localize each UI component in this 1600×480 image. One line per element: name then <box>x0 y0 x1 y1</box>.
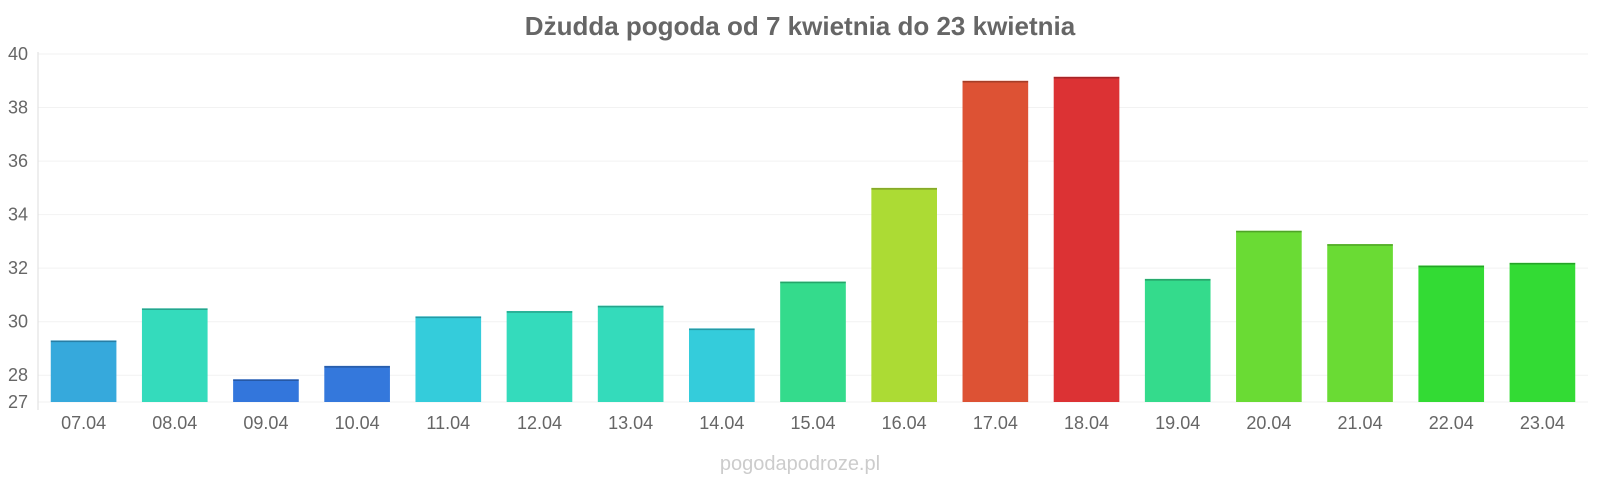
bar-23.04 <box>1509 262 1576 402</box>
y-tick-label: 32 <box>8 258 28 278</box>
x-tick-label: 08.04 <box>152 413 197 433</box>
y-tick-label: 34 <box>8 205 28 225</box>
bar-08.04 <box>141 308 208 402</box>
x-tick-label: 20.04 <box>1246 413 1291 433</box>
x-tick-label: 22.04 <box>1429 413 1474 433</box>
y-tick-label: 28 <box>8 365 28 385</box>
x-tick-label: 23.04 <box>1520 413 1565 433</box>
x-tick-label: 09.04 <box>243 413 288 433</box>
x-tick-label: 18.04 <box>1064 413 1109 433</box>
x-tick-label: 15.04 <box>790 413 835 433</box>
bar-14.04 <box>689 328 755 402</box>
bars <box>50 76 1576 403</box>
bar-16.04 <box>871 187 937 402</box>
y-tick-label: 36 <box>8 151 28 171</box>
x-tick-label: 11.04 <box>426 413 470 433</box>
bar-13.04 <box>597 305 664 402</box>
bar-18.04 <box>1053 76 1120 402</box>
x-tick-label: 07.04 <box>61 413 106 433</box>
y-tick-label: 27 <box>8 392 28 412</box>
bar-17.04 <box>962 80 1029 403</box>
y-tick-label: 40 <box>8 44 28 64</box>
bar-12.04 <box>506 310 573 402</box>
bar-20.04 <box>1236 230 1302 402</box>
bar-21.04 <box>1327 244 1393 402</box>
x-tick-label: 21.04 <box>1338 413 1383 433</box>
x-axis-ticks: 07.04 08.04 09.04 10.04 11.04 12.04 13.04 14.04… <box>61 413 1565 433</box>
bar-10.04 <box>324 365 390 402</box>
bar-19.04 <box>1144 278 1211 402</box>
x-tick-label: 16.04 <box>882 413 927 433</box>
x-tick-label: 14.04 <box>699 413 744 433</box>
bar-15.04 <box>780 281 846 402</box>
x-tick-label: 17.04 <box>973 413 1018 433</box>
bar-11.04 <box>415 316 482 402</box>
bar-09.04 <box>233 379 299 402</box>
x-tick-label: 13.04 <box>608 413 653 433</box>
bar-07.04 <box>50 340 117 402</box>
y-tick-label: 30 <box>8 312 28 332</box>
watermark: pogodapodroze.pl <box>720 453 880 475</box>
y-axis-ticks: 27 28 30 32 34 36 38 40 <box>8 44 28 412</box>
chart-title: Dżudda pogoda od 7 kwietnia do 23 kwietn… <box>525 11 1076 41</box>
bar-22.04 <box>1418 265 1485 402</box>
y-tick-label: 38 <box>8 98 28 118</box>
x-tick-label: 12.04 <box>517 413 562 433</box>
x-tick-label: 10.04 <box>335 413 380 433</box>
x-tick-label: 19.04 <box>1155 413 1200 433</box>
